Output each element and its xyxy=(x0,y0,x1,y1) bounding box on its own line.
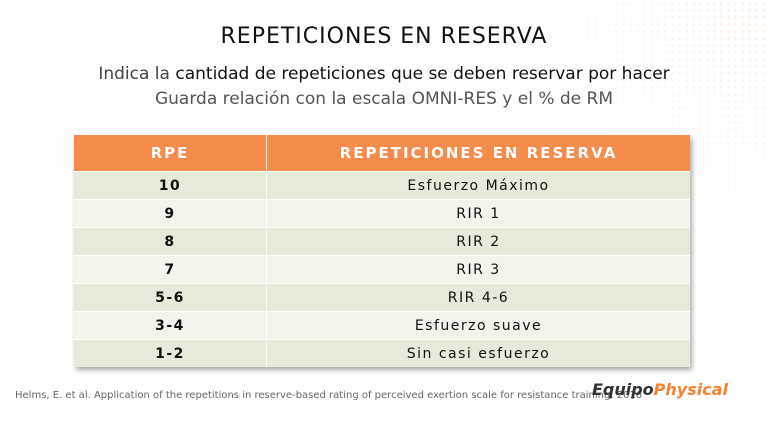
column-header: REPETICIONES EN RESERVA xyxy=(266,135,690,172)
table-cell: Esfuerzo Máximo xyxy=(266,171,690,200)
table-cell: 9 xyxy=(74,199,267,228)
logo-part: Physical xyxy=(653,380,728,399)
table-cell: RIR 2 xyxy=(266,227,690,256)
table-cell: 1-2 xyxy=(74,339,267,367)
table-cell: Sin casi esfuerzo xyxy=(266,339,690,367)
table-cell: RIR 4-6 xyxy=(266,283,690,312)
logo-part: Equipo xyxy=(591,380,654,399)
table-cell: 10 xyxy=(74,171,267,200)
table-cell: RIR 1 xyxy=(266,199,690,228)
logo: EquipoPhysical xyxy=(592,380,728,399)
table-cell: 5-6 xyxy=(74,283,267,312)
table-row: 1-2 Sin casi esfuerzo xyxy=(74,339,690,367)
table-row: 7 RIR 3 xyxy=(74,255,690,284)
table-cell: 8 xyxy=(74,227,267,256)
table-cell: Esfuerzo suave xyxy=(266,311,690,340)
table-body: 10 Esfuerzo Máximo 9 RIR 1 8 RIR 2 7 RIR 3 5-6 RI… xyxy=(74,171,690,367)
table-cell: 7 xyxy=(74,255,267,284)
table-cell: RIR 3 xyxy=(266,255,690,284)
rir-table: RPE REPETICIONES EN RESERVA 10 Esfuerzo Má… xyxy=(74,135,690,367)
subtitle: Indica la cantidad de repeticiones que s… xyxy=(0,64,768,84)
table-row: 3-4 Esfuerzo suave xyxy=(74,311,690,340)
title: REPETICIONES EN RESERVA xyxy=(220,24,548,49)
citation: Helms, E. et al. Application of the repe… xyxy=(15,390,643,401)
header-row: RPE REPETICIONES EN RESERVA xyxy=(74,135,690,172)
note: Guarda relación con la escala OMNI-RES y… xyxy=(154,89,614,109)
table-row: 10 Esfuerzo Máximo xyxy=(74,171,690,200)
table-row: 8 RIR 2 xyxy=(74,227,690,256)
column-header: RPE xyxy=(74,135,267,172)
subtitle-emphasis: cantidad de repeticiones que se deben re… xyxy=(175,64,670,84)
table-cell: 3-4 xyxy=(74,311,267,340)
table-row: 9 RIR 1 xyxy=(74,199,690,228)
subtitle-lead: Indica la xyxy=(98,64,170,84)
table-row: 5-6 RIR 4-6 xyxy=(74,283,690,312)
